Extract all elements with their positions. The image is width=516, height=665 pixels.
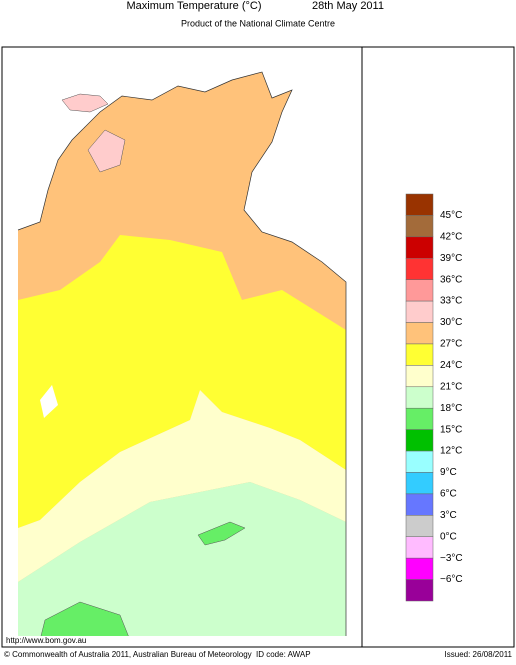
legend-label: 3°C [440, 510, 457, 521]
title: Maximum Temperature (°C) [126, 0, 261, 12]
date: 28th May 2011 [312, 0, 384, 12]
legend-label: 45°C [440, 210, 462, 221]
legend-label: 15°C [440, 424, 462, 435]
id-code: ID code: AWAP [256, 650, 311, 659]
region-30-33 [87, 129, 126, 173]
legend-label: 0°C [440, 531, 457, 542]
legend-swatch [405, 193, 434, 216]
legend-label: 30°C [440, 317, 462, 328]
legend-label: 18°C [440, 403, 462, 414]
legend-swatch [405, 386, 434, 409]
subtitle: Product of the National Climate Centre [181, 18, 335, 28]
legend-swatch [405, 365, 434, 388]
issued: Issued: 26/08/2011 [445, 650, 513, 659]
legend-label: 24°C [440, 360, 462, 371]
legend-label: 12°C [440, 446, 462, 457]
region-15-18 [39, 601, 131, 636]
legend-label: 21°C [440, 381, 462, 392]
legend-swatch [405, 515, 434, 537]
legend-swatch [405, 557, 434, 580]
legend-label: −3°C [440, 553, 463, 564]
legend-swatch [405, 279, 434, 302]
legend-swatch [405, 343, 434, 366]
legend-swatch [405, 536, 434, 559]
legend-label: −6°C [440, 574, 463, 585]
frame [1, 46, 515, 648]
island [61, 93, 109, 113]
legend-swatch [405, 493, 434, 516]
region-18-21 [18, 482, 346, 636]
region-24-27 [18, 235, 346, 528]
legend-swatch [405, 322, 434, 345]
legend-swatch [405, 215, 434, 238]
legend-swatch [405, 236, 434, 259]
legend-swatch [405, 450, 434, 473]
legend-label: 36°C [440, 274, 462, 285]
copyright: © Commonwealth of Australia 2011, Austra… [4, 650, 252, 659]
coastline [17, 71, 347, 636]
legend-swatch [405, 300, 434, 323]
legend-label: 42°C [440, 231, 462, 242]
legend-swatch [405, 429, 434, 452]
url: http://www.bom.gov.au [6, 636, 86, 645]
legend-swatch [405, 258, 434, 280]
legend-label: 39°C [440, 253, 462, 264]
region-21-24 [18, 390, 346, 582]
legend-swatch [405, 407, 434, 430]
legend-label: 6°C [440, 489, 457, 500]
legend-label: 33°C [440, 296, 462, 307]
legend-swatch [405, 579, 434, 602]
region-15-18 [197, 521, 246, 546]
legend-label: 9°C [440, 467, 457, 478]
legend-swatch [405, 472, 434, 495]
legend-label: 27°C [440, 339, 462, 350]
lake [40, 385, 58, 418]
